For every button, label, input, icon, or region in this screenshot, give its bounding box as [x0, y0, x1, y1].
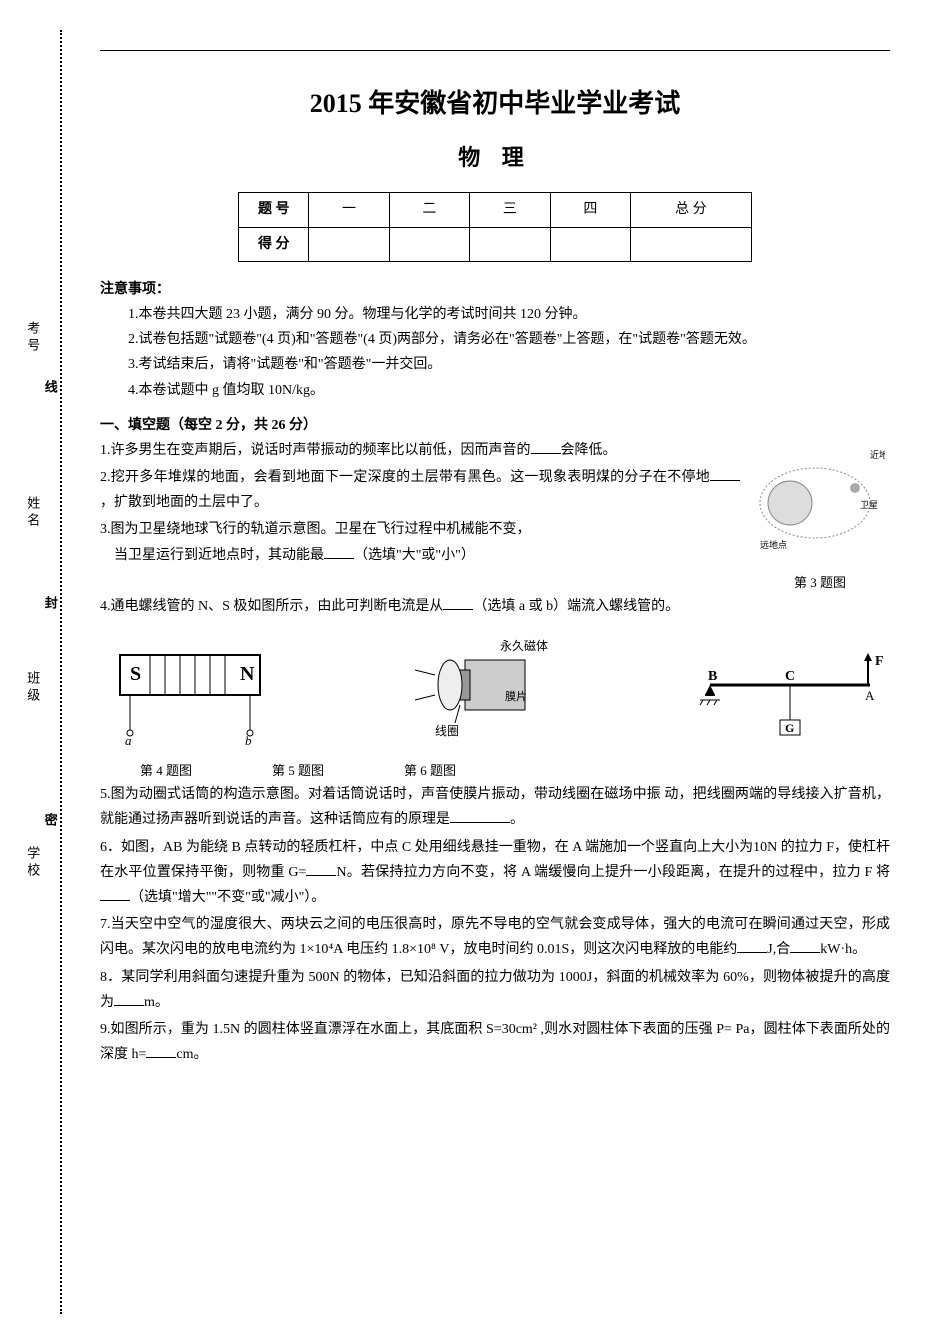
svg-text:膜片: 膜片 [505, 690, 527, 703]
blank-q4[interactable] [443, 594, 473, 610]
score-col-4: 四 [550, 193, 630, 227]
figure-6-caption: 第 6 题图 [404, 759, 456, 782]
exam-subject: 物 理 [100, 138, 890, 178]
instruction-4: 4.本卷试题中 g 值均取 10N/kg。 [100, 378, 890, 403]
section1-heading: 一、填空题（每空 2 分，共 26 分） [100, 413, 890, 438]
figure-4: S N a b [100, 635, 280, 754]
score-cell-3[interactable] [470, 227, 550, 261]
blank-q8[interactable] [114, 990, 144, 1006]
main-content: 2015 年安徽省初中毕业学业考试 物 理 题 号 一 二 三 四 总 分 得 … [100, 50, 890, 1069]
blank-q6b[interactable] [100, 885, 130, 901]
svg-text:F: F [875, 654, 884, 669]
binding-dotted-line [60, 30, 62, 1314]
blank-q5[interactable] [450, 807, 510, 823]
svg-text:线圈: 线圈 [435, 724, 459, 738]
blank-q7b[interactable] [790, 937, 820, 953]
figure-4-caption: 第 4 题图 [140, 759, 192, 782]
figure-5-caption: 第 5 题图 [272, 759, 324, 782]
blank-q2[interactable] [710, 465, 740, 481]
instruction-2: 2.试卷包括题"试题卷"(4 页)和"答题卷"(4 页)两部分，请务必在"答题卷… [100, 327, 890, 352]
blank-q7a[interactable] [737, 937, 767, 953]
svg-text:a: a [125, 733, 132, 745]
svg-text:b: b [245, 733, 252, 745]
seal-line-labels: 线 封 密 [40, 280, 60, 930]
svg-text:C: C [785, 669, 795, 684]
question-6: 6．如图，AB 为能绕 B 点转动的轻质杠杆，中点 C 处用细线悬挂一重物，在 … [100, 835, 890, 911]
svg-text:永久磁体: 永久磁体 [500, 638, 548, 653]
blank-q3[interactable] [324, 543, 354, 559]
figure-3-caption: 第 3 题图 [750, 571, 890, 594]
score-cell-2[interactable] [389, 227, 469, 261]
score-table: 题 号 一 二 三 四 总 分 得 分 [238, 192, 752, 261]
svg-text:近地点: 近地点 [870, 449, 885, 460]
score-col-3: 三 [470, 193, 550, 227]
seal-mi: 密 [38, 813, 61, 830]
question-9: 9.如图所示，重为 1.5N 的圆柱体竖直漂浮在水面上，其底面积 S=30cm²… [100, 1017, 890, 1067]
svg-text:S: S [130, 663, 141, 685]
figure-caption-row: 第 4 题图 第 5 题图 第 6 题图 [140, 759, 890, 782]
instruction-1: 1.本卷共四大题 23 小题，满分 90 分。物理与化学的考试时间共 120 分… [100, 302, 890, 327]
figure-3: 近地点 远地点 卫星 第 3 题图 [750, 438, 890, 595]
instructions-heading: 注意事项： [100, 277, 890, 302]
score-col-2: 二 [389, 193, 469, 227]
question-7: 7.当天空中空气的湿度很大、两块云之间的电压很高时，原先不导电的空气就会变成导体… [100, 912, 890, 962]
instruction-3: 3.考试结束后，请将"试题卷"和"答题卷"一并交回。 [100, 352, 890, 377]
svg-text:G: G [785, 721, 794, 735]
instructions-block: 注意事项： 1.本卷共四大题 23 小题，满分 90 分。物理与化学的考试时间共… [100, 277, 890, 403]
svg-text:N: N [240, 663, 255, 685]
question-8: 8．某同学利用斜面匀速提升重为 500N 的物体，已知沿斜面的拉力做功为 100… [100, 965, 890, 1015]
question-5: 5.图为动圈式话筒的构造示意图。对着话筒说话时，声音使膜片振动，带动线圈在磁场中… [100, 782, 890, 832]
question-4: 4.通电螺线管的 N、S 极如图所示，由此可判断电流是从（选填 a 或 b）端流… [100, 594, 890, 619]
exam-title: 2015 年安徽省初中毕业学业考试 [100, 81, 890, 128]
score-cell-5[interactable] [631, 227, 752, 261]
svg-text:远地点: 远地点 [760, 539, 787, 550]
score-cell-1[interactable] [309, 227, 389, 261]
top-rule [100, 50, 890, 51]
score-cell-4[interactable] [550, 227, 630, 261]
blank-q1[interactable] [531, 438, 561, 454]
svg-text:卫星: 卫星 [860, 500, 878, 510]
figure-5: 永久磁体 膜片 线圈 [405, 635, 565, 754]
figure-row-456: S N a b 永久磁体 [100, 635, 890, 754]
score-row1-label: 题 号 [239, 193, 309, 227]
score-row2-label: 得 分 [239, 227, 309, 261]
svg-text:A: A [865, 688, 875, 703]
score-col-1: 一 [309, 193, 389, 227]
svg-text:B: B [708, 669, 717, 684]
blank-q6a[interactable] [306, 860, 336, 876]
seal-xian: 线 [38, 380, 61, 397]
seal-feng: 封 [38, 596, 61, 613]
figure-6: B C G F A [690, 635, 890, 754]
blank-q9[interactable] [146, 1042, 176, 1058]
score-col-5: 总 分 [631, 193, 752, 227]
